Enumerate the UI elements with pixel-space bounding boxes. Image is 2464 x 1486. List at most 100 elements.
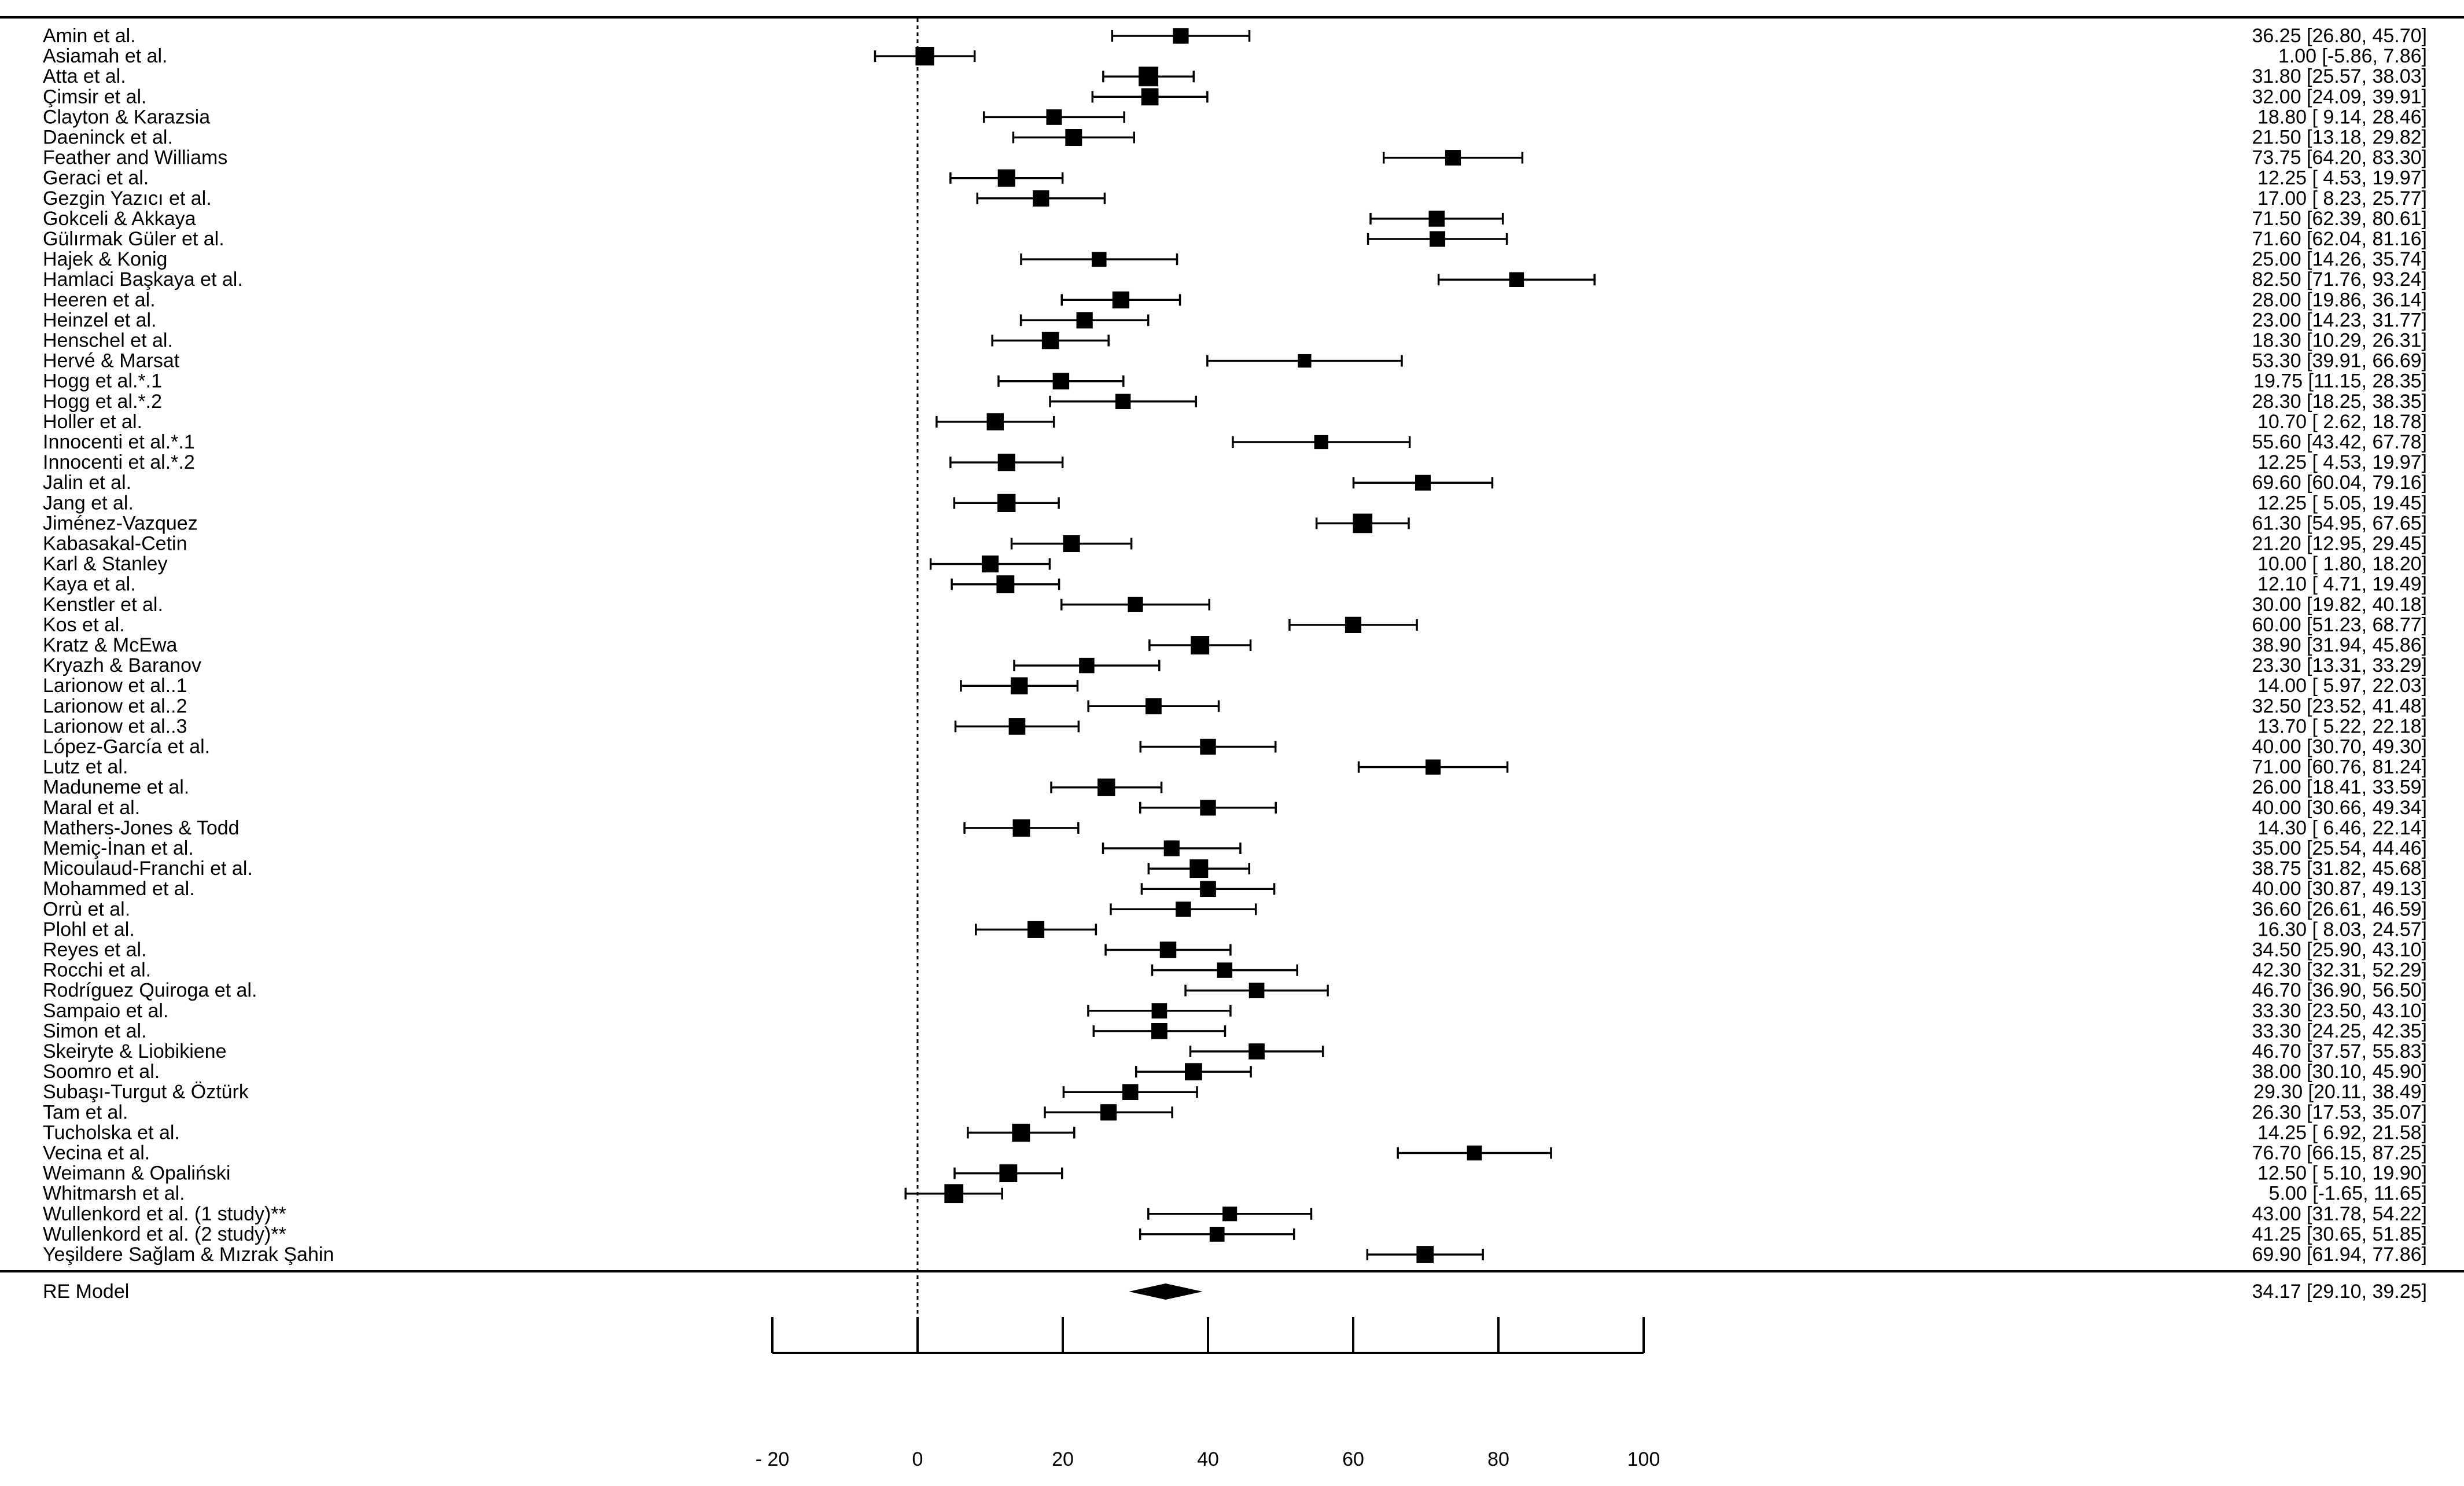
study-row: Larionow et al..1 14.00 [ 5.97, 22.03] — [43, 675, 2427, 697]
point-estimate-square — [996, 575, 1015, 594]
study-label: Atta et al. — [43, 65, 126, 87]
study-row: Holler et al. 10.70 [ 2.62, 18.78] — [43, 411, 2427, 433]
study-row: Gokceli & Akkaya 71.50 [62.39, 80.61] — [43, 208, 2427, 230]
point-estimate-square — [1248, 1043, 1265, 1060]
point-estimate-square — [1191, 636, 1210, 654]
x-tick-label: 60 — [1342, 1448, 1364, 1470]
study-row: Wullenkord et al. (1 study)** 43.00 [31.7… — [43, 1203, 2427, 1225]
point-estimate-square — [1430, 231, 1446, 247]
study-label: Hajek & Konig — [43, 248, 167, 270]
point-estimate-square — [1065, 129, 1082, 146]
ci-value-text: 14.25 [ 6.92, 21.58] — [2257, 1121, 2427, 1143]
study-row: Kryazh & Baranov 23.30 [13.31, 33.29] — [43, 654, 2427, 676]
study-label: Yeşildere Sağlam & Mızrak Şahin — [43, 1244, 334, 1266]
study-row: Reyes et al. 34.50 [25.90, 43.10] — [43, 939, 2427, 961]
point-estimate-square — [1176, 902, 1191, 917]
study-row: Kabasakal-Cetin 21.20 [12.95, 29.45] — [43, 533, 2427, 555]
study-label: Mathers-Jones & Todd — [43, 817, 240, 839]
point-estimate-square — [1122, 1084, 1139, 1100]
study-row: Maral et al. 40.00 [30.66, 49.34] — [43, 797, 2427, 819]
study-row: Kos et al. 60.00 [51.23, 68.77] — [43, 614, 2427, 636]
study-label: Kratz & McEwa — [43, 634, 177, 656]
study-label: López-García et al. — [43, 736, 210, 758]
study-label: Wullenkord et al. (2 study)** — [43, 1223, 286, 1245]
ci-value-text: 25.00 [14.26, 35.74] — [2252, 248, 2427, 270]
point-estimate-square — [1509, 272, 1524, 288]
summary-diamond — [1129, 1283, 1203, 1300]
ci-value-text: 38.90 [31.94, 45.86] — [2252, 634, 2427, 656]
point-estimate-square — [1063, 535, 1080, 553]
ci-value-text: 12.25 [ 4.53, 19.97] — [2257, 451, 2427, 473]
ci-value-text: 71.50 [62.39, 80.61] — [2252, 208, 2427, 230]
ci-value-text: 71.60 [62.04, 81.16] — [2252, 228, 2427, 250]
study-row: Gezgin Yazıcı et al. 17.00 [ 8.23, 25.77] — [43, 187, 2427, 209]
study-label: Vecina et al. — [43, 1142, 150, 1164]
study-label: Jang et al. — [43, 492, 134, 514]
study-row: Kaya et al. 12.10 [ 4.71, 19.49] — [43, 573, 2427, 595]
point-estimate-square — [1100, 1104, 1117, 1121]
ci-value-text: 35.00 [25.54, 44.46] — [2252, 837, 2427, 859]
study-label: Clayton & Karazsia — [43, 106, 210, 128]
point-estimate-square — [1079, 657, 1095, 674]
ci-value-text: 23.00 [14.23, 31.77] — [2252, 309, 2427, 331]
study-label: Maral et al. — [43, 797, 140, 819]
point-estimate-square — [1209, 1227, 1225, 1242]
study-row: Tucholska et al. 14.25 [ 6.92, 21.58] — [43, 1121, 2427, 1143]
point-estimate-square — [1314, 435, 1328, 450]
point-estimate-square — [1222, 1207, 1237, 1222]
study-label: Kos et al. — [43, 614, 125, 636]
point-estimate-square — [1298, 354, 1312, 368]
ci-value-text: 34.50 [25.90, 43.10] — [2252, 939, 2427, 961]
study-row: Larionow et al..2 32.50 [23.52, 41.48] — [43, 695, 2427, 717]
study-row: Wullenkord et al. (2 study)** 41.25 [30.6… — [43, 1223, 2427, 1245]
point-estimate-square — [1041, 332, 1059, 350]
point-estimate-square — [1076, 312, 1093, 329]
study-row: Micoulaud-Franchi et al. 38.75 [31.82, 45… — [43, 858, 2427, 880]
ci-value-text: 26.30 [17.53, 35.07] — [2252, 1101, 2427, 1123]
ci-value-text: 36.25 [26.80, 45.70] — [2252, 25, 2427, 47]
study-label: Subaşı-Turgut & Öztürk — [43, 1081, 249, 1103]
study-label: Rodríguez Quiroga et al. — [43, 980, 257, 1002]
study-row: Simon et al. 33.30 [24.25, 42.35] — [43, 1020, 2427, 1042]
ci-value-text: 26.00 [18.41, 33.59] — [2252, 777, 2427, 799]
point-estimate-square — [1052, 373, 1070, 389]
study-row: Skeiryte & Liobikiene 46.70 [37.57, 55.83… — [43, 1040, 2427, 1062]
ci-value-text: 12.50 [ 5.10, 19.90] — [2257, 1163, 2427, 1185]
study-row: Larionow et al..3 13.70 [ 5.22, 22.18] — [43, 715, 2427, 737]
study-label: Holler et al. — [43, 411, 142, 433]
point-estimate-square — [1189, 859, 1209, 878]
ci-value-text: 76.70 [66.15, 87.25] — [2252, 1142, 2427, 1164]
ci-value-text: 17.00 [ 8.23, 25.77] — [2257, 187, 2427, 209]
ci-value-text: 40.00 [30.87, 49.13] — [2252, 878, 2427, 900]
ci-value-text: 14.00 [ 5.97, 22.03] — [2257, 675, 2427, 697]
study-row: Geraci et al. 12.25 [ 4.53, 19.97] — [43, 167, 2427, 189]
x-tick-label: 100 — [1627, 1448, 1660, 1470]
study-label: Geraci et al. — [43, 167, 149, 189]
ci-value-text: 18.30 [10.29, 26.31] — [2252, 330, 2427, 352]
x-tick-label: - 20 — [756, 1448, 790, 1470]
point-estimate-square — [1200, 881, 1216, 898]
study-label: Tucholska et al. — [43, 1121, 180, 1143]
point-estimate-square — [981, 556, 999, 573]
study-label: Orrù et al. — [43, 898, 130, 920]
point-estimate-square — [1097, 778, 1115, 796]
point-estimate-square — [1425, 759, 1441, 775]
ci-value-text: 30.00 [19.82, 40.18] — [2252, 594, 2427, 616]
ci-value-text: 82.50 [71.76, 93.24] — [2252, 268, 2427, 290]
point-estimate-square — [1046, 109, 1062, 125]
ci-value-text: 32.00 [24.09, 39.91] — [2252, 86, 2427, 108]
ci-value-text: 13.70 [ 5.22, 22.18] — [2257, 715, 2427, 737]
point-estimate-square — [1248, 983, 1265, 999]
study-row: Jang et al. 12.25 [ 5.05, 19.45] — [43, 492, 2427, 514]
point-estimate-square — [944, 1184, 964, 1204]
study-row: López-García et al. 40.00 [30.70, 49.30] — [43, 736, 2427, 758]
study-row: Orrù et al. 36.60 [26.61, 46.59] — [43, 898, 2427, 920]
study-label: Asiamah et al. — [43, 45, 167, 67]
study-label: Larionow et al..2 — [43, 695, 187, 717]
point-estimate-square — [1145, 698, 1162, 715]
study-row: Karl & Stanley 10.00 [ 1.80, 18.20] — [43, 553, 2427, 575]
ci-value-text: 28.30 [18.25, 38.35] — [2252, 391, 2427, 413]
ci-value-text: 33.30 [24.25, 42.35] — [2252, 1020, 2427, 1042]
ci-value-text: 19.75 [11.15, 28.35] — [2253, 370, 2427, 392]
